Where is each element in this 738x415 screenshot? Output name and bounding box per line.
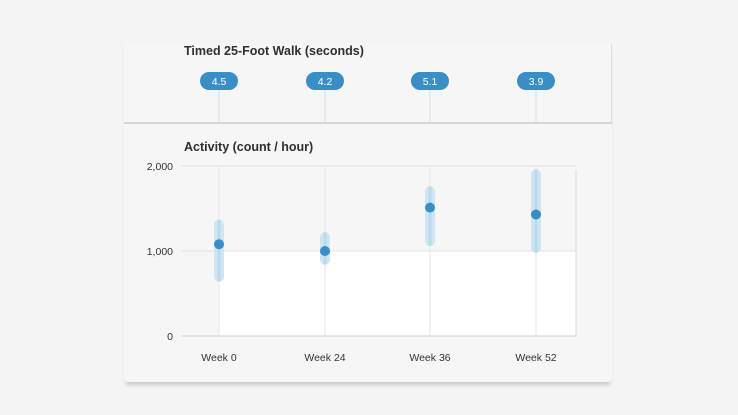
walk-value-pill [306, 72, 344, 90]
activity-title: Activity (count / hour) [184, 140, 314, 154]
y-tick-label: 1,000 [147, 246, 173, 258]
data-point [425, 202, 435, 213]
walk-value-pill [517, 72, 555, 90]
walk-value-label: 4.5 [212, 76, 227, 88]
x-tick-label: Week 52 [515, 352, 556, 364]
range-bar-core [428, 186, 432, 246]
y-tick-label: 2,000 [147, 161, 173, 173]
x-tick-label: Week 36 [409, 352, 450, 364]
plot-lower-band [219, 251, 576, 336]
walk-panel: Timed 25-Foot Walk (seconds) [124, 44, 612, 122]
walk-value-label: 3.9 [529, 76, 544, 88]
x-tick-label: Week 0 [201, 352, 237, 364]
x-tick-label: Week 24 [304, 352, 345, 364]
panel-divider [124, 122, 612, 124]
walk-value-pill [411, 72, 449, 90]
data-point [214, 239, 224, 250]
walk-value-pill [200, 72, 238, 90]
data-point [531, 209, 541, 220]
data-point [320, 246, 330, 256]
walk-value-label: 5.1 [423, 76, 438, 88]
walk-value-label: 4.2 [318, 76, 333, 88]
range-bar-core [217, 219, 221, 282]
y-tick-label: 0 [167, 331, 173, 343]
panel-rule [611, 44, 612, 122]
walk-title: Timed 25-Foot Walk (seconds) [184, 44, 364, 58]
